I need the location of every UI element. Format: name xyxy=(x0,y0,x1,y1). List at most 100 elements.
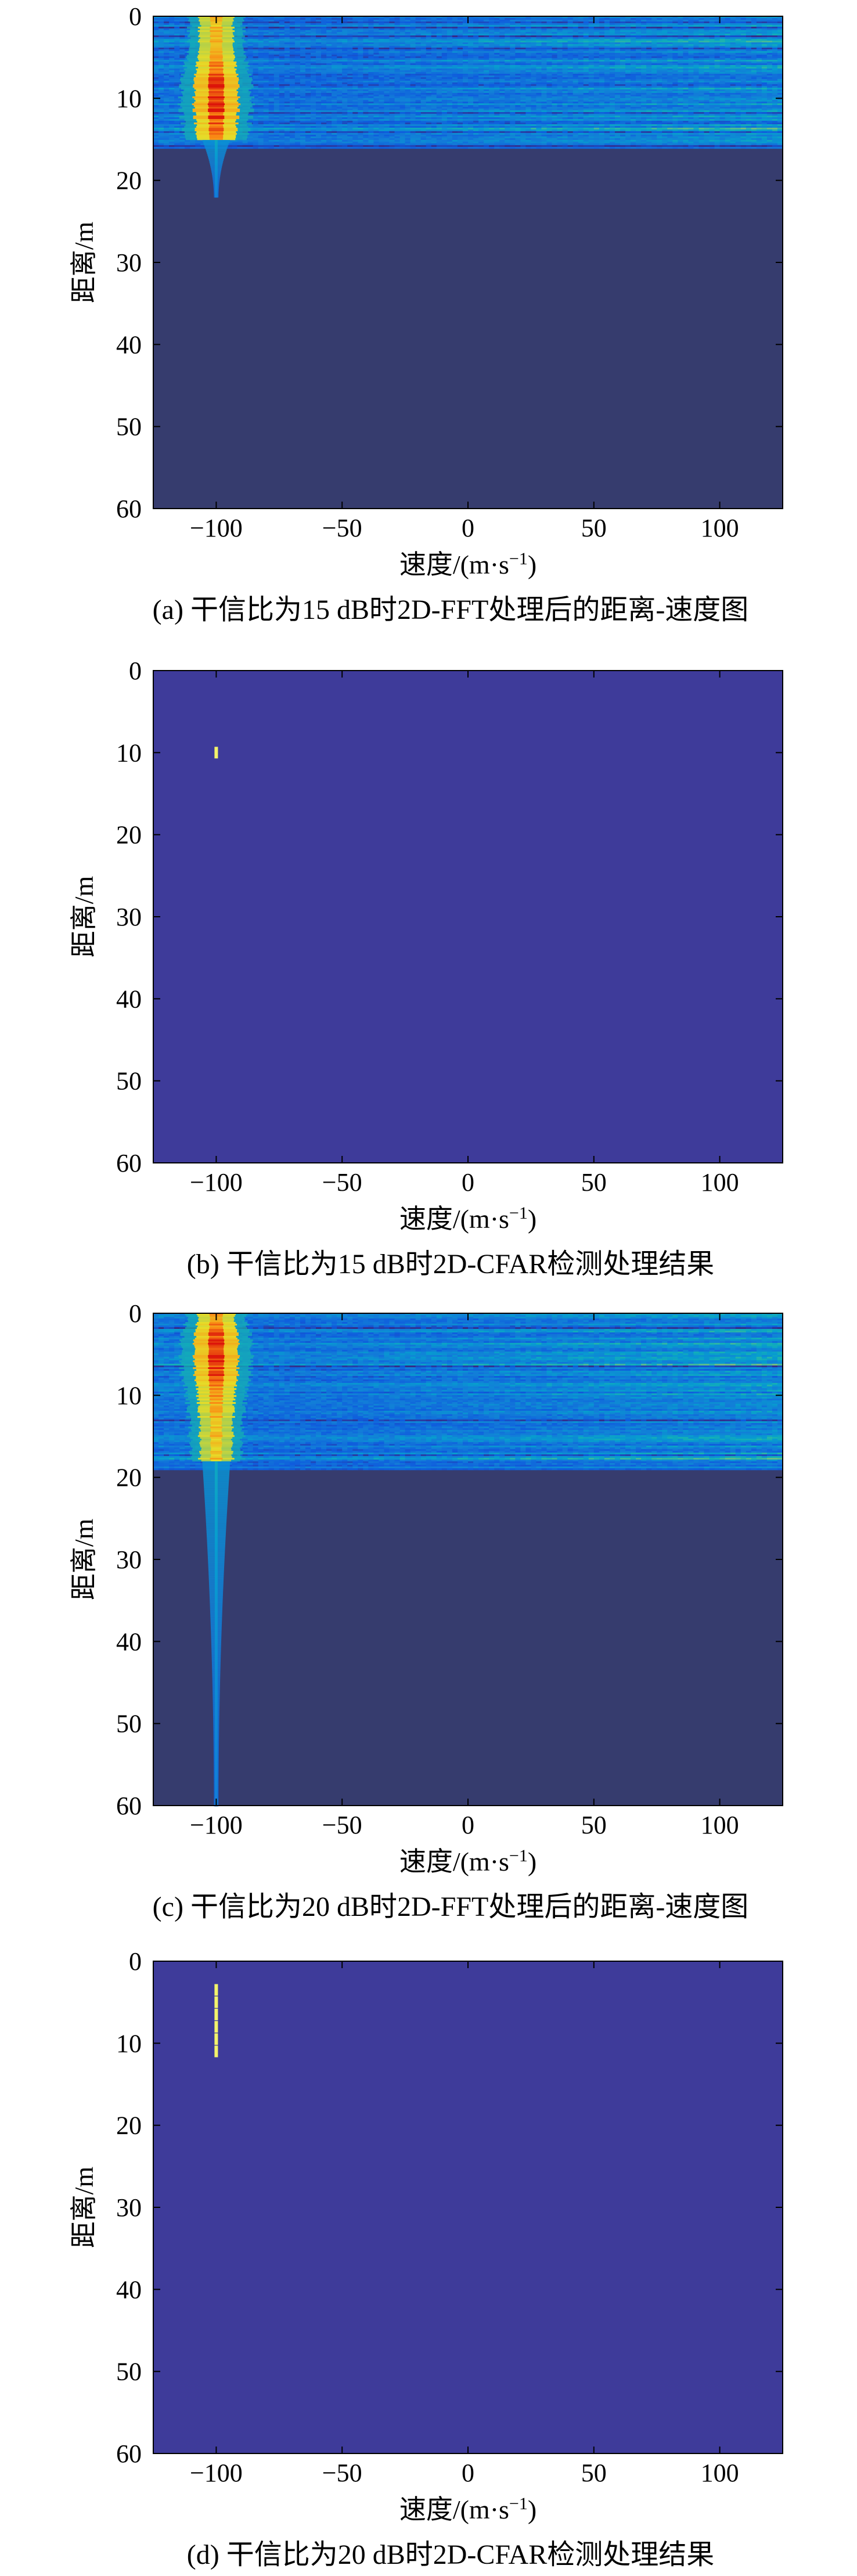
band-cell xyxy=(589,81,595,82)
band-cell xyxy=(541,74,547,75)
band-cell xyxy=(421,32,427,34)
band-cell xyxy=(437,86,442,88)
band-cell xyxy=(568,25,574,27)
band-cell xyxy=(510,44,516,46)
band-cell xyxy=(352,81,358,82)
band-cell xyxy=(741,74,747,75)
band-cell xyxy=(641,41,647,42)
band-cell xyxy=(541,88,547,89)
band-cell xyxy=(563,51,568,53)
band-cell xyxy=(373,21,379,23)
band-cell xyxy=(610,25,615,27)
band-cell xyxy=(458,79,463,81)
band-cell xyxy=(305,37,311,39)
band-cell xyxy=(153,81,159,82)
band-cell xyxy=(290,35,296,37)
band-cell xyxy=(704,67,710,69)
band-cell xyxy=(547,27,553,28)
band-cell xyxy=(510,70,516,72)
band-cell xyxy=(604,86,610,88)
band-cell xyxy=(347,62,353,63)
band-cell xyxy=(447,58,453,60)
band-cell xyxy=(326,39,332,41)
band-cell xyxy=(411,88,416,89)
band-cell xyxy=(421,18,427,20)
band-cell xyxy=(416,70,422,72)
band-cell xyxy=(279,42,285,44)
band-cell xyxy=(332,37,337,39)
band-cell xyxy=(751,65,757,67)
band-cell xyxy=(515,20,521,21)
band-cell xyxy=(484,44,489,46)
band-cell xyxy=(620,62,626,63)
band-cell xyxy=(489,74,495,75)
band-cell xyxy=(458,20,463,21)
band-cell xyxy=(505,55,510,56)
band-cell xyxy=(525,28,531,30)
band-cell xyxy=(489,75,495,77)
band-cell xyxy=(421,77,427,79)
band-cell xyxy=(468,25,474,27)
band-cell xyxy=(489,32,495,34)
band-cell xyxy=(285,39,290,41)
band-cell xyxy=(269,77,275,79)
band-cell xyxy=(594,58,600,60)
band-cell xyxy=(421,53,427,55)
band-cell xyxy=(536,84,542,86)
band-cell xyxy=(332,34,337,35)
band-cell xyxy=(352,34,358,35)
band-cell xyxy=(741,62,747,63)
band-cell xyxy=(525,63,531,65)
band-cell xyxy=(332,56,337,58)
band-cell xyxy=(400,60,406,62)
band-cell xyxy=(751,86,757,88)
band-cell xyxy=(463,42,469,44)
band-cell xyxy=(531,42,536,44)
band-cell xyxy=(599,70,605,72)
band-cell xyxy=(520,56,526,58)
band-cell xyxy=(631,34,636,35)
band-cell xyxy=(279,79,285,81)
band-cell xyxy=(536,86,542,88)
band-cell xyxy=(494,25,500,27)
band-cell xyxy=(305,20,311,21)
band-cell xyxy=(285,53,290,55)
band-cell xyxy=(416,30,422,32)
band-cell xyxy=(405,18,411,20)
band-cell xyxy=(384,81,390,82)
band-cell xyxy=(285,55,290,56)
band-cell xyxy=(599,74,605,75)
band-cell xyxy=(442,25,448,27)
band-cell xyxy=(505,56,510,58)
band-cell xyxy=(316,81,322,82)
band-cell xyxy=(384,30,390,32)
band-cell xyxy=(337,65,343,67)
band-cell xyxy=(164,41,170,42)
band-cell xyxy=(751,72,757,74)
band-cell xyxy=(405,56,411,58)
band-cell xyxy=(751,79,757,81)
band-cell xyxy=(667,60,673,62)
band-cell xyxy=(321,70,327,72)
band-cell xyxy=(347,21,353,23)
band-cell xyxy=(594,65,600,67)
band-cell xyxy=(736,77,741,79)
band-cell xyxy=(248,55,254,56)
band-cell xyxy=(536,41,542,42)
band-cell xyxy=(725,35,731,37)
band-cell xyxy=(662,18,668,20)
band-cell xyxy=(678,44,683,46)
band-cell xyxy=(578,70,584,72)
band-cell xyxy=(646,46,652,48)
band-cell xyxy=(688,41,694,42)
band-cell xyxy=(520,48,526,49)
band-cell xyxy=(757,30,762,32)
band-cell xyxy=(710,49,715,51)
band-cell xyxy=(484,70,489,72)
band-cell xyxy=(720,20,726,21)
band-cell xyxy=(594,46,600,48)
band-cell xyxy=(159,77,164,79)
band-cell xyxy=(243,32,249,34)
band-cell xyxy=(400,65,406,67)
band-cell xyxy=(290,81,296,82)
